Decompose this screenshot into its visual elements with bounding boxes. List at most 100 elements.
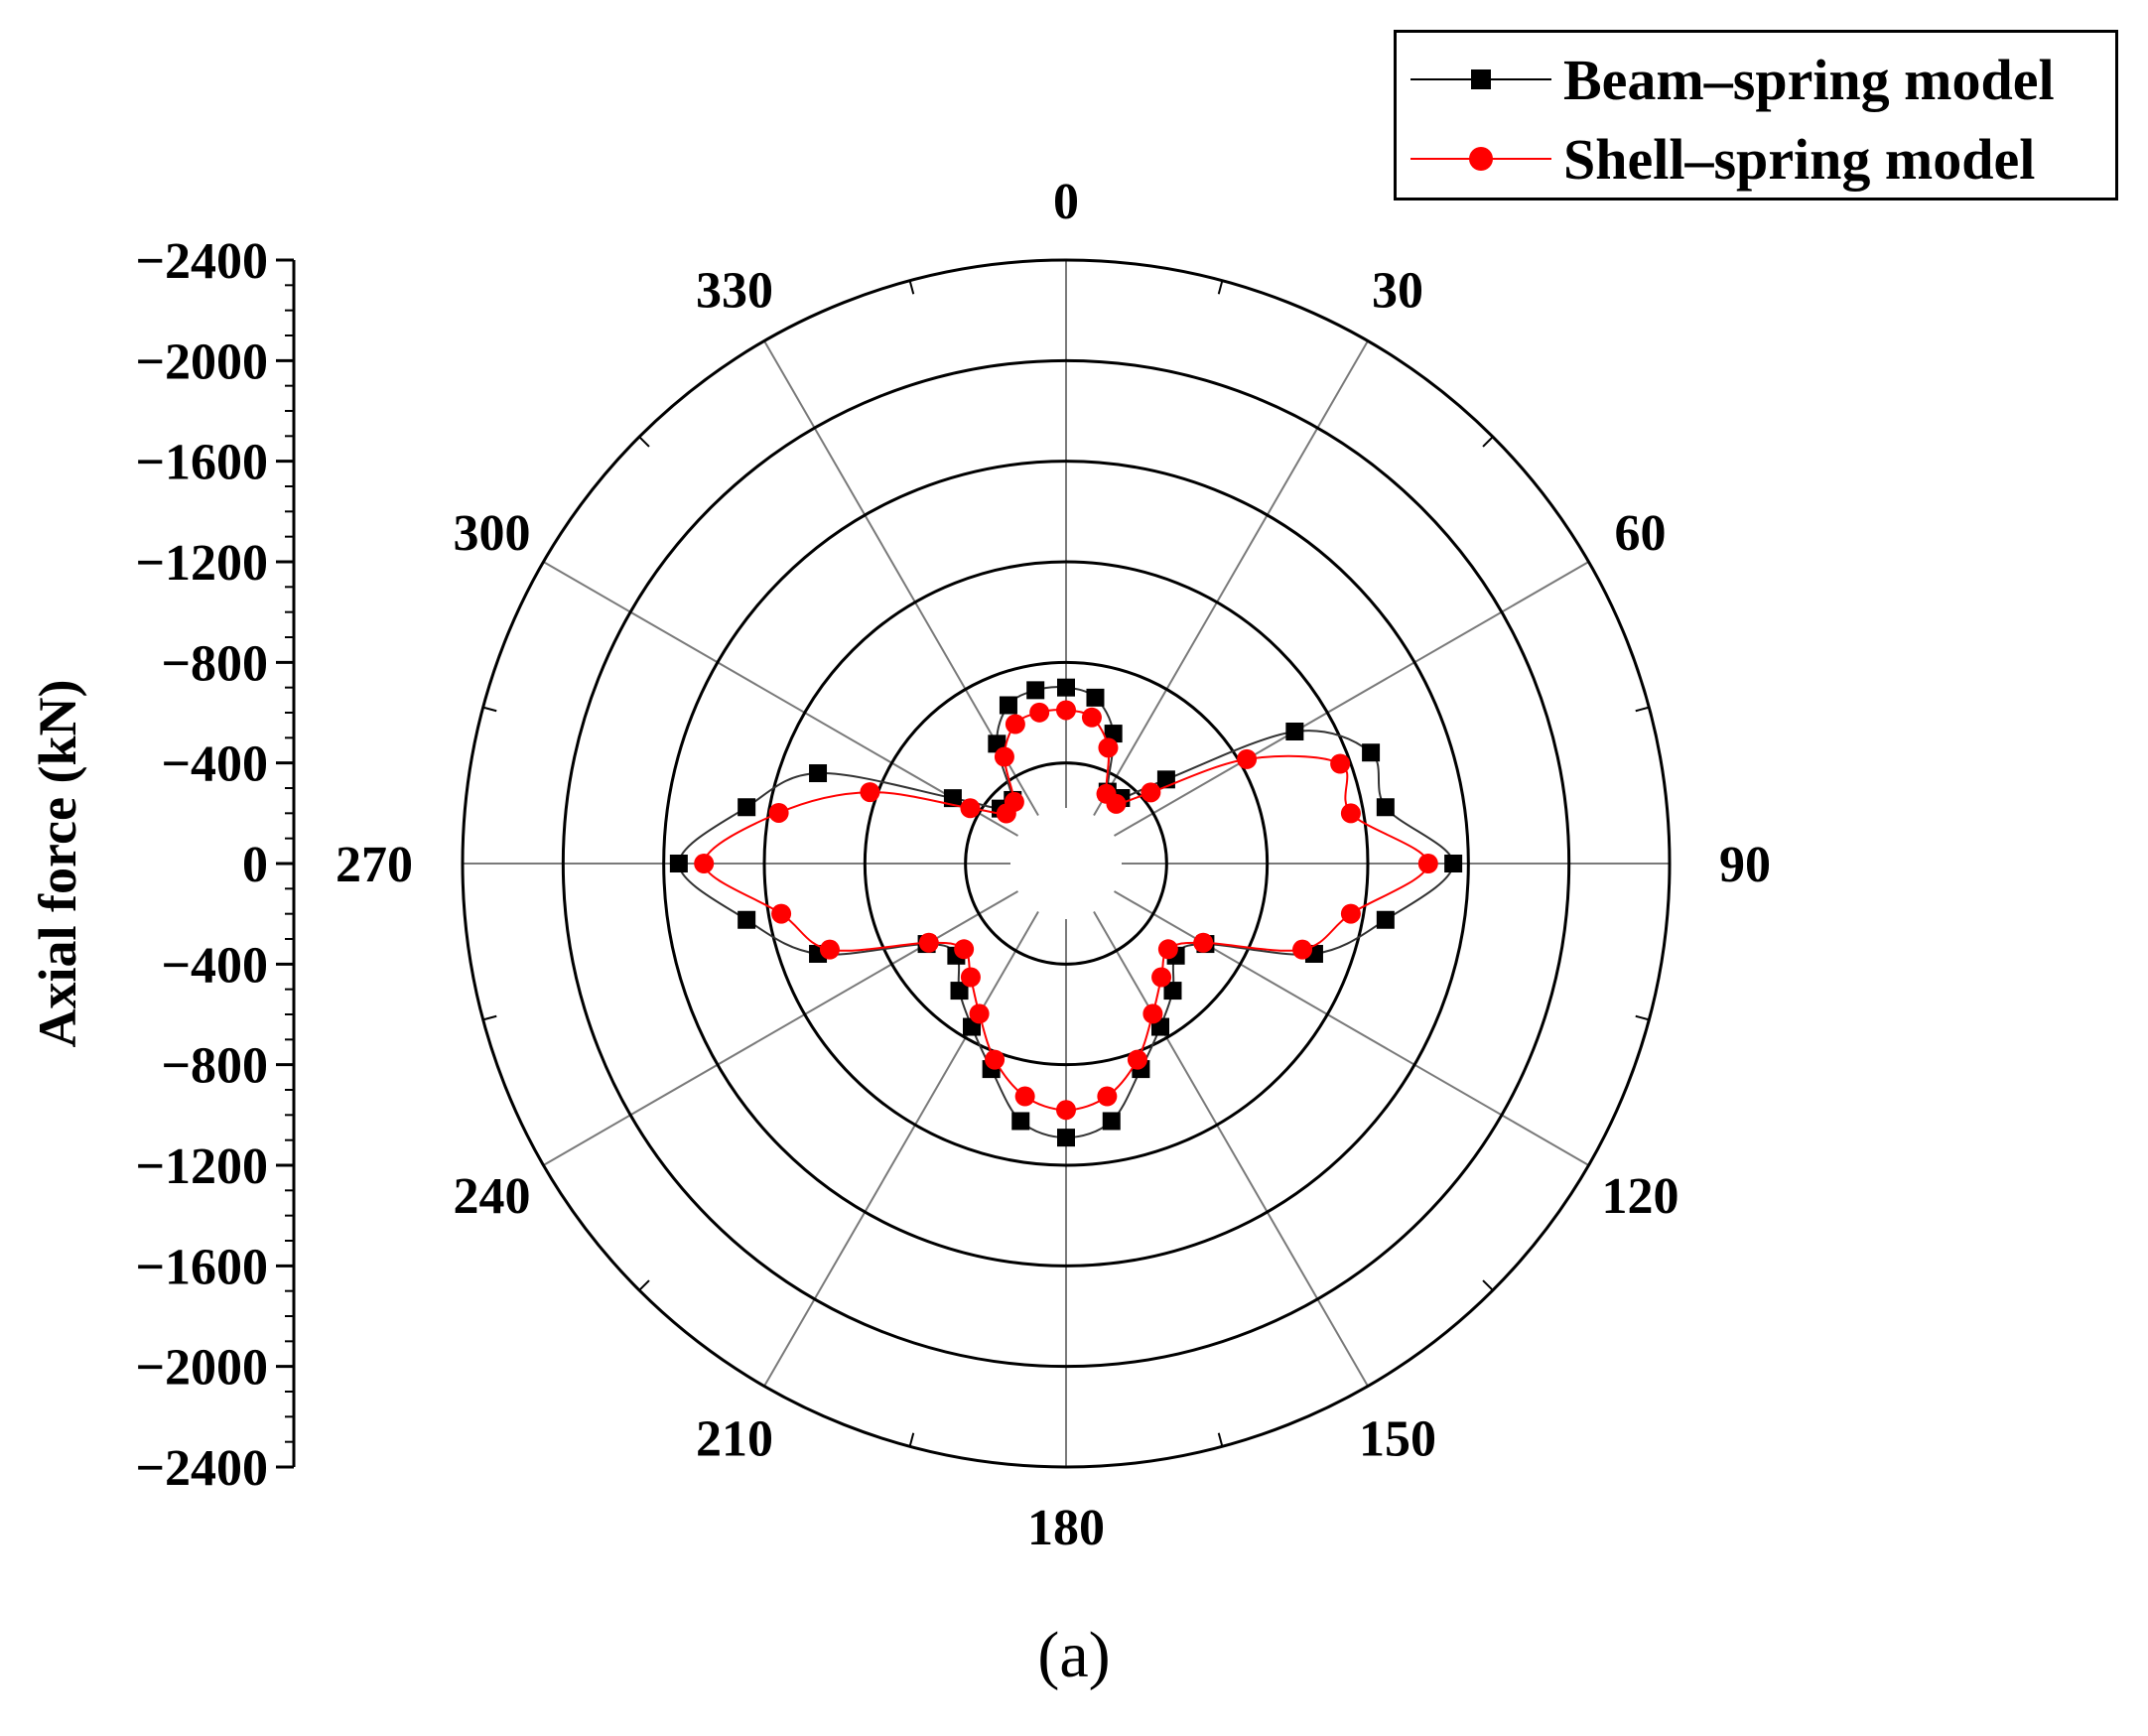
data-point-beam xyxy=(738,910,756,929)
data-point-shell xyxy=(1141,782,1161,803)
data-point-beam xyxy=(1376,910,1395,929)
angular-minor-tick xyxy=(638,1279,650,1291)
angular-tick-label: 330 xyxy=(696,262,773,319)
spoke-line xyxy=(1093,910,1369,1388)
radial-tick-label: −400 xyxy=(161,736,268,793)
angular-tick-label: 150 xyxy=(1359,1411,1436,1468)
data-point-shell xyxy=(771,903,792,924)
angular-minor-tick xyxy=(482,1014,497,1021)
data-point-shell xyxy=(1081,707,1102,728)
angular-minor-tick xyxy=(1635,706,1650,713)
data-point-shell xyxy=(1330,753,1351,774)
data-point-shell xyxy=(1106,793,1127,814)
legend-item-shell: Shell–spring model xyxy=(1397,120,2115,200)
angular-minor-tick xyxy=(1217,1432,1224,1447)
data-point-shell xyxy=(1417,854,1438,873)
data-point-shell xyxy=(1097,1086,1118,1107)
radial-tick-label: −2400 xyxy=(135,1440,268,1497)
angular-minor-tick xyxy=(638,436,650,448)
angular-minor-tick xyxy=(908,280,915,295)
data-point-beam xyxy=(1057,1129,1075,1147)
data-point-shell xyxy=(1098,737,1119,758)
legend-label-shell: Shell–spring model xyxy=(1563,127,2036,192)
radial-tick-label: −1600 xyxy=(135,435,268,491)
data-point-beam xyxy=(1376,798,1395,817)
data-point-shell xyxy=(1014,1086,1035,1107)
radial-tick-label: −2000 xyxy=(135,1340,268,1397)
data-point-shell xyxy=(985,1049,1006,1070)
data-point-shell xyxy=(1142,1003,1163,1024)
radial-tick-label: −2400 xyxy=(135,233,268,290)
radial-tick-label: −1200 xyxy=(135,1138,268,1195)
radial-tick-label: −1200 xyxy=(135,535,268,592)
data-point-shell xyxy=(1340,903,1361,924)
data-point-shell xyxy=(1005,714,1025,734)
spoke-line xyxy=(1113,561,1590,837)
data-point-beam xyxy=(999,696,1017,715)
radial-tick-label: −400 xyxy=(161,937,268,994)
grid-circle xyxy=(762,560,1370,1167)
angular-tick-label: 180 xyxy=(1027,1500,1105,1556)
data-point-beam xyxy=(738,798,756,817)
data-point-shell xyxy=(860,782,880,803)
angular-minor-tick xyxy=(1635,1014,1650,1021)
angular-tick-label: 90 xyxy=(1719,837,1771,893)
angular-tick-label: 300 xyxy=(453,505,530,562)
angular-tick-label: 30 xyxy=(1372,262,1423,319)
data-point-beam xyxy=(1057,678,1075,697)
data-point-beam xyxy=(1163,982,1182,1001)
data-point-shell xyxy=(1127,1049,1147,1070)
data-point-beam xyxy=(1362,743,1381,762)
data-point-shell xyxy=(819,939,840,960)
data-point-beam xyxy=(950,982,969,1001)
grid-circle xyxy=(461,258,1672,1469)
grid-circle xyxy=(863,660,1270,1067)
legend-label-beam: Beam–spring model xyxy=(1563,48,2055,112)
data-point-shell xyxy=(960,798,981,819)
data-point-beam xyxy=(809,764,828,783)
data-point-beam xyxy=(943,789,962,808)
angular-tick-label: 60 xyxy=(1615,505,1667,562)
radial-tick-label: −800 xyxy=(161,635,268,692)
data-point-beam xyxy=(1011,1112,1030,1131)
grid-circle xyxy=(662,460,1470,1268)
angular-minor-tick xyxy=(1482,1279,1494,1291)
angular-tick-label: 0 xyxy=(1053,174,1079,230)
legend-item-beam: Beam–spring model xyxy=(1397,41,2115,120)
data-point-shell xyxy=(1056,1100,1076,1121)
data-point-beam xyxy=(1102,1112,1121,1131)
circle-marker-icon xyxy=(1469,147,1493,171)
spoke-line xyxy=(542,561,1019,837)
data-point-beam xyxy=(1444,855,1463,872)
grid-circle xyxy=(561,358,1571,1369)
data-point-shell xyxy=(1292,939,1313,960)
spoke-line xyxy=(763,910,1039,1388)
data-point-shell xyxy=(768,802,789,823)
angular-minor-tick xyxy=(908,1432,915,1447)
radial-tick-label: −1600 xyxy=(135,1239,268,1295)
data-point-beam xyxy=(669,855,688,872)
grid-circle xyxy=(964,761,1168,966)
data-point-shell xyxy=(1029,702,1050,723)
angular-minor-tick xyxy=(482,706,497,713)
data-point-shell xyxy=(694,854,715,873)
data-point-beam xyxy=(1086,688,1105,707)
data-point-shell xyxy=(1237,748,1258,769)
spoke-line xyxy=(1113,890,1590,1166)
square-marker-icon xyxy=(1471,69,1491,89)
data-point-beam xyxy=(1285,723,1304,740)
radial-tick-label: −2000 xyxy=(135,334,268,390)
angular-minor-tick xyxy=(1217,280,1224,295)
data-point-shell xyxy=(1193,932,1214,953)
angular-tick-label: 270 xyxy=(336,837,413,893)
angular-tick-label: 210 xyxy=(696,1411,773,1468)
data-point-shell xyxy=(969,1003,990,1024)
data-point-shell xyxy=(1004,791,1024,812)
figure-caption: (a) xyxy=(1037,1619,1111,1691)
data-point-shell xyxy=(954,939,975,960)
radial-axis-label: Axial force (kN) xyxy=(28,680,87,1048)
legend: Beam–spring model Shell–spring model xyxy=(1394,30,2118,200)
data-point-shell xyxy=(1056,700,1076,721)
